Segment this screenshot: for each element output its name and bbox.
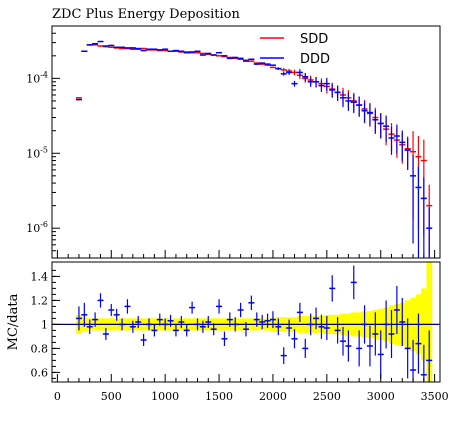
legend: SDD DDD [260, 32, 330, 67]
main-plot-points [75, 40, 433, 258]
series-sdd [75, 44, 433, 258]
ratio-y-tick-label: 0.8 [31, 342, 49, 355]
main-plot-panel: 10-6 10-5 10-4 SDD DDD [26, 25, 441, 259]
chart-title: ZDC Plus Energy Deposition [52, 7, 240, 22]
x-tick-label: 3000 [367, 390, 395, 403]
y-tick-label: 10-6 [26, 220, 48, 235]
legend-sdd-label: SDD [300, 32, 328, 47]
y-tick-label: 10-5 [26, 145, 48, 160]
ratio-points [75, 265, 433, 382]
ratio-plot-panel: 0.6 0.8 1 1.2 1.4 0 500 1000 1500 2000 2500 3000 350… [6, 261, 449, 403]
y-tick-label: 10-4 [26, 70, 48, 85]
x-tick-label: 500 [101, 390, 122, 403]
x-tick-label: 0 [54, 390, 61, 403]
ratio-y-tick-label: 1 [41, 318, 48, 331]
ratio-y-axis-label: MC/data [6, 293, 21, 350]
ratio-y-tick-label: 1.2 [31, 294, 49, 307]
x-tick-label: 2000 [259, 390, 287, 403]
x-tick-label: 3500 [421, 390, 449, 403]
x-tick-label: 2500 [313, 390, 341, 403]
legend-ddd-label: DDD [300, 52, 330, 67]
uncertainty-band [76, 262, 433, 382]
x-tick-label: 1500 [205, 390, 233, 403]
x-tick-label: 1000 [151, 390, 179, 403]
uncertainty-band-bin [426, 262, 433, 382]
ratio-y-tick-label: 0.6 [31, 366, 49, 379]
ratio-plot-frame [51, 261, 441, 383]
main-plot-ticks: 10-6 10-5 10-4 [26, 25, 436, 259]
ratio-y-tick-label: 1.4 [31, 270, 49, 283]
ratio-plot-ticks: 0.6 0.8 1 1.2 1.4 0 500 1000 1500 2000 2500 3000 350… [31, 269, 449, 403]
main-plot-frame [51, 25, 441, 259]
series-ddd [75, 40, 433, 258]
